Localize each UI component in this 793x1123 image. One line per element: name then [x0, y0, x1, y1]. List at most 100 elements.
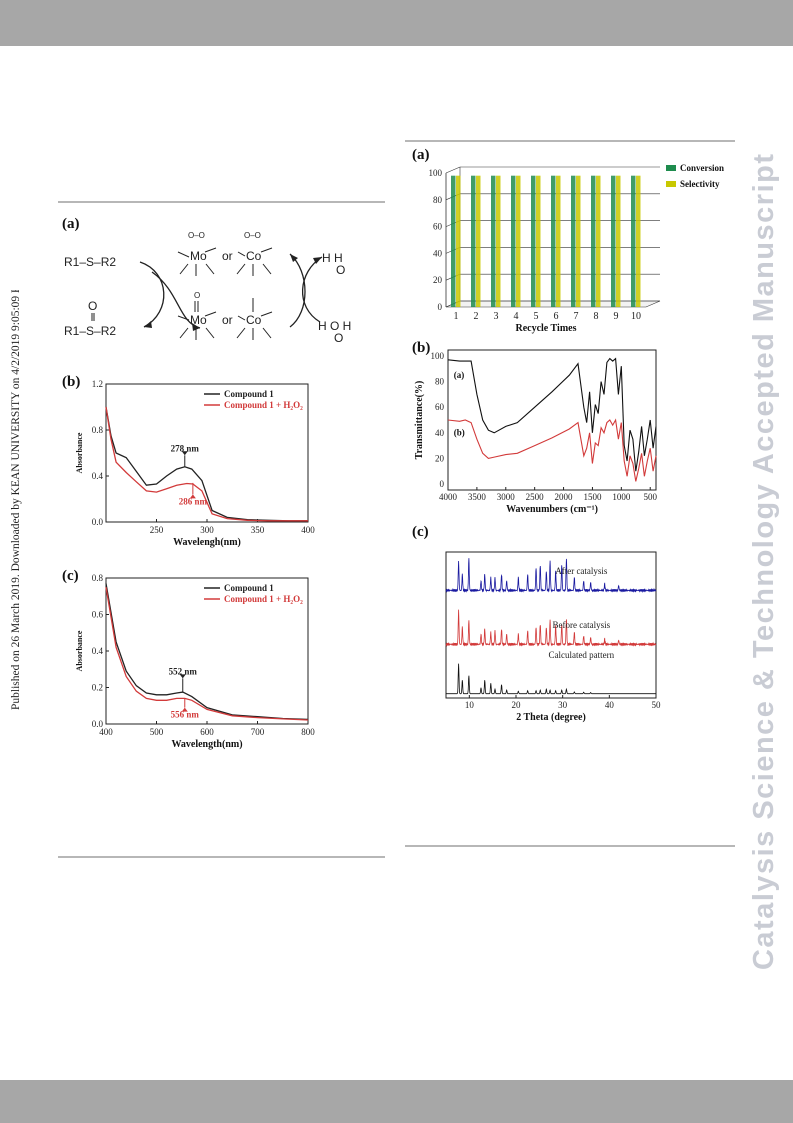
- series-label: (b): [454, 427, 465, 437]
- y-tick-label: 0.8: [92, 425, 104, 435]
- legend-swatch: [666, 181, 676, 187]
- y-tick-label: 60: [433, 222, 443, 232]
- peak-arrowhead: [181, 707, 188, 712]
- x-tick-label: 700: [251, 727, 265, 737]
- bar-selectivity: [516, 175, 521, 307]
- bar-conversion: [491, 175, 496, 307]
- pxrd-series-1: [445, 558, 657, 594]
- panel-label: (c): [412, 524, 429, 540]
- reactant-sulfide: R1–S–R2: [64, 255, 116, 269]
- ftir-chart: (b) 4000 3500 3000 2500 2000 1500 1000 500 0 20 40 6…: [412, 340, 657, 515]
- peak-arrowhead: [181, 451, 188, 456]
- x-tick-label: 6: [554, 311, 559, 322]
- x-tick-label: 5: [534, 311, 539, 322]
- x-tick-label: 1500: [583, 492, 602, 502]
- co-bottom: Co: [246, 313, 262, 327]
- x-tick-label: 40: [605, 700, 615, 710]
- x-tick-label: 10: [465, 700, 475, 710]
- x-tick-label: 500: [150, 727, 164, 737]
- left-arrow: [139, 261, 165, 328]
- watermark-text: Catalysis Science & Technology Accepted …: [748, 154, 780, 970]
- y-axis-title: Transmittance(%): [414, 381, 425, 460]
- peak-arrowhead: [189, 494, 196, 499]
- x-tick-label: 400: [301, 525, 315, 535]
- header-band: [0, 0, 793, 46]
- left-bottom-rule: [58, 856, 385, 858]
- right-bottom-rule: [405, 845, 735, 847]
- bar-conversion: [511, 175, 516, 307]
- plot-frame: [447, 349, 657, 491]
- publication-note: Published on 26 March 2019. Downloaded b…: [10, 290, 22, 710]
- y-axis-title: Absorbance: [75, 432, 84, 473]
- panel-label: (b): [62, 374, 80, 390]
- water: H H: [322, 251, 343, 265]
- bar-selectivity: [616, 175, 621, 307]
- y-tick-label: 0: [440, 479, 445, 489]
- bar-conversion: [551, 175, 556, 307]
- y-tick-label: 0: [438, 302, 443, 312]
- legend-label: Selectivity: [680, 179, 720, 189]
- x-axis-title: Recycle Times: [515, 323, 576, 334]
- x-axis-title: Wavelengh(nm): [173, 537, 241, 548]
- bar-conversion: [611, 175, 616, 307]
- bar-selectivity: [476, 175, 481, 307]
- scheme-panel-label: (a): [62, 216, 80, 232]
- catalytic-scheme: (a) R1–S–R2 O R1–S–R2 O–O Mo or O–O Co O…: [62, 216, 351, 345]
- y-tick-label: 0.0: [92, 517, 104, 527]
- bar-conversion: [631, 175, 636, 307]
- bar-selectivity: [496, 175, 501, 307]
- mo-oxo-o: O: [194, 291, 200, 300]
- peak-label: 278 nm: [171, 443, 200, 453]
- y-tick-label: 0.2: [92, 683, 103, 693]
- panel-label: (b): [412, 340, 430, 356]
- right-top-rule: [405, 140, 735, 142]
- x-tick-label: 3500: [468, 492, 487, 502]
- uv-vis-chart-c: (c) 400 500 600 700 800 0.0 0.2 0.4 0.6 0.8 Wavelen…: [62, 568, 315, 750]
- or-top: or: [222, 249, 233, 263]
- y-tick-label: 80: [433, 195, 443, 205]
- bar-conversion: [531, 175, 536, 307]
- x-tick-label: 8: [594, 311, 599, 322]
- x-tick-label: 30: [558, 700, 568, 710]
- legend-label: Compound 1: [224, 389, 274, 399]
- y-tick-label: 100: [429, 168, 443, 178]
- peak-label: 556 nm: [171, 710, 200, 720]
- bar-conversion: [451, 175, 456, 307]
- bar-selectivity: [596, 175, 601, 307]
- y-tick-label: 60: [435, 402, 445, 412]
- left-top-rule: [58, 201, 385, 203]
- x-axis-title: 2 Theta (degree): [516, 712, 586, 723]
- y-tick-label: 40: [435, 428, 445, 438]
- peak-arrowhead: [179, 674, 186, 679]
- bar-selectivity: [576, 175, 581, 307]
- legend-label: Conversion: [680, 163, 724, 173]
- x-tick-label: 800: [301, 727, 315, 737]
- x-tick-label: 9: [614, 311, 619, 322]
- bar-selectivity: [636, 175, 641, 307]
- series-line-2: [105, 406, 308, 522]
- publication-note-text: Published on 26 March 2019. Downloaded b…: [10, 290, 22, 710]
- y-tick-label: 1.2: [92, 379, 103, 389]
- y-tick-label: 80: [435, 377, 445, 387]
- legend-label: Compound 1: [224, 583, 274, 593]
- x-tick-label: 1: [454, 311, 459, 322]
- y-tick-label: 100: [431, 351, 445, 361]
- gridline-depth: [445, 166, 461, 174]
- panel-label: (c): [62, 568, 79, 584]
- x-tick-label: 250: [150, 525, 164, 535]
- uv-vis-chart-b: (b) 250 300 350 400 0.0 0.4 0.8 1.2 Wavelengh(nm)…: [62, 374, 315, 548]
- x-tick-label: 4000: [439, 492, 458, 502]
- co-peroxo-o: O–O: [244, 231, 261, 240]
- x-tick-label: 350: [251, 525, 265, 535]
- pattern-label: Calculated pattern: [548, 650, 614, 660]
- y-tick-label: 0.8: [92, 573, 104, 583]
- bar-conversion: [571, 175, 576, 307]
- co-top: Co: [246, 249, 262, 263]
- journal-watermark: Catalysis Science & Technology Accepted …: [748, 154, 780, 970]
- peroxide-oxygen: O: [334, 331, 343, 345]
- x-tick-label: 3: [494, 311, 499, 322]
- x-tick-label: 50: [652, 700, 662, 710]
- ftir-series-1: [447, 357, 657, 472]
- plot-frame: [445, 551, 657, 699]
- pxrd-chart: (c) 10 20 30 40 50 2 Theta (degree) After catal…: [412, 524, 662, 723]
